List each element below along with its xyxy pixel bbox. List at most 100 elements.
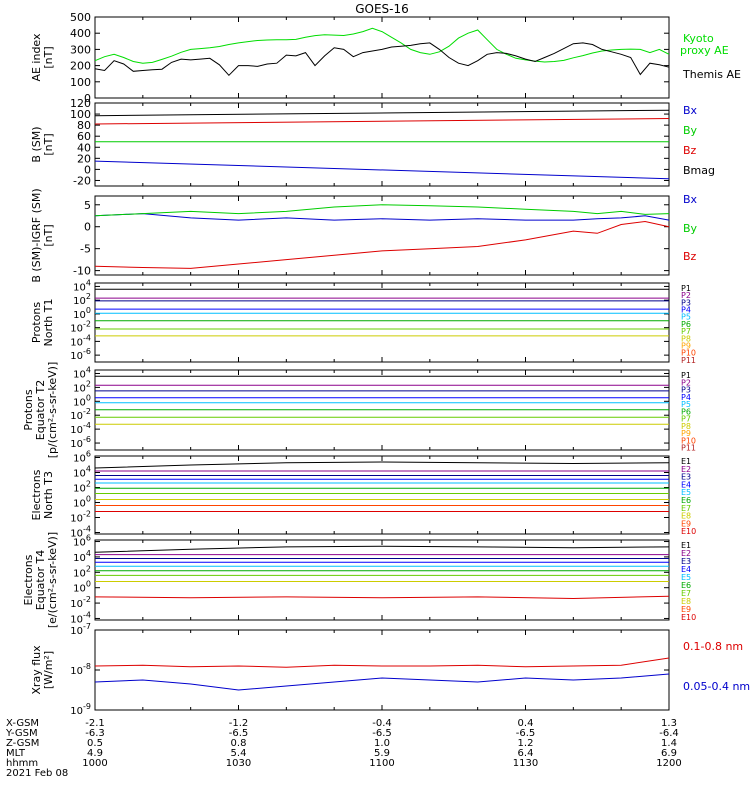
tick-exponent: -2 bbox=[83, 510, 91, 519]
ephemeris-value: -6.5 bbox=[516, 728, 536, 739]
legend-channel-p5: P5 bbox=[681, 400, 691, 409]
legend-channel-p3: P3 bbox=[681, 386, 691, 395]
legend-channel-e7: E7 bbox=[681, 589, 691, 598]
legend-channel-p2: P2 bbox=[681, 378, 691, 387]
legend-0-05-0-4-nm: 0.05-0.4 nm bbox=[683, 680, 750, 693]
panel-3-ylabel: B (SM)-IGRF (SM) bbox=[30, 188, 43, 282]
legend-channel-e3: E3 bbox=[681, 473, 691, 482]
panel-3-ytick-label: 5 bbox=[84, 199, 91, 212]
panel-6-ytick-label: 106 bbox=[73, 450, 91, 465]
panel-8-frame bbox=[94, 629, 670, 711]
legend-channel-p3: P3 bbox=[681, 298, 691, 307]
panel-1-ytick-label: 100 bbox=[70, 76, 91, 89]
panel-3-ytick-label: -5 bbox=[80, 243, 91, 256]
panel-6-ytick-label: 10-2 bbox=[70, 510, 91, 525]
panel-2-ytick-label: -20 bbox=[73, 174, 91, 187]
tick-exponent: 0 bbox=[86, 393, 91, 402]
panel-2-ylabel: [nT] bbox=[42, 133, 55, 155]
panel-3-frame bbox=[94, 195, 670, 276]
panel-8-ylabel: [W/m²] bbox=[42, 651, 55, 689]
panel-7-ylabel: Electrons bbox=[22, 554, 35, 605]
ephemeris-value: 1000 bbox=[82, 758, 107, 769]
panel-5-ylabel: Equator T2 bbox=[34, 380, 47, 440]
tick-exponent: 6 bbox=[86, 534, 91, 543]
panel-2-ytick-label: 80 bbox=[77, 119, 91, 132]
tick-exponent: -6 bbox=[83, 435, 91, 444]
ephemeris-label: hhmm bbox=[6, 758, 38, 769]
panel-2-ytick-label: 40 bbox=[77, 141, 91, 154]
panel-1-ylabel: [nT] bbox=[42, 46, 55, 68]
legend-channel-p6: P6 bbox=[681, 407, 691, 416]
ephemeris-value: -6.4 bbox=[659, 728, 679, 739]
ephemeris-value: 4.9 bbox=[87, 748, 103, 759]
panel-2-frame bbox=[94, 102, 670, 187]
series-line-bx bbox=[94, 160, 670, 180]
legend-channel-e6: E6 bbox=[681, 581, 691, 590]
legend-channel-p4: P4 bbox=[681, 393, 691, 402]
legend-channel-p11: P11 bbox=[681, 356, 696, 365]
panel-7-ytick-label: 104 bbox=[73, 549, 91, 564]
legend-channel-p10: P10 bbox=[681, 349, 696, 358]
tick-exponent: -4 bbox=[83, 333, 91, 342]
panel-5-ytick-label: 104 bbox=[73, 365, 91, 380]
series-line-bz bbox=[94, 118, 670, 125]
series-line-bx bbox=[94, 213, 670, 221]
panel-8-ytick-label: 10-8 bbox=[70, 662, 91, 677]
legend-channel-e3: E3 bbox=[681, 557, 691, 566]
tick-exponent: 4 bbox=[86, 465, 91, 474]
tick-exponent: -7 bbox=[83, 622, 91, 631]
legend-channel-e5: E5 bbox=[681, 573, 691, 582]
legend-bz: Bz bbox=[683, 250, 697, 263]
tick-exponent: 0 bbox=[86, 580, 91, 589]
ephemeris-value: 1.0 bbox=[374, 738, 390, 749]
ephemeris-value: 5.4 bbox=[231, 748, 247, 759]
series-line-0-05-0-4-nm bbox=[94, 673, 670, 691]
legend-channel-p1: P1 bbox=[681, 371, 691, 380]
legend-bx: Bx bbox=[683, 193, 698, 206]
panel-6-frame bbox=[94, 455, 670, 535]
tick-exponent: 4 bbox=[86, 278, 91, 287]
panel-7-ytick-label: 10-2 bbox=[70, 595, 91, 610]
panel-2-ylabel: B (SM) bbox=[30, 126, 43, 162]
ephemeris-value: 0.4 bbox=[518, 718, 534, 729]
ephemeris-value: 6.4 bbox=[518, 748, 534, 759]
tick-exponent: 2 bbox=[86, 480, 91, 489]
legend-channel-e6: E6 bbox=[681, 496, 691, 505]
panel-4-frame bbox=[94, 282, 670, 363]
ephemeris-label: Z-GSM bbox=[6, 738, 39, 749]
ephemeris-label: Y-GSM bbox=[5, 728, 38, 739]
legend-by: By bbox=[683, 124, 698, 137]
legend-proxy-ae: proxy AE bbox=[680, 44, 729, 57]
series-line-0-1-0-8-nm bbox=[94, 657, 670, 668]
legend-channel-e4: E4 bbox=[681, 480, 691, 489]
tick-exponent: -2 bbox=[83, 407, 91, 416]
tick-exponent: 2 bbox=[86, 292, 91, 301]
legend-bz: Bz bbox=[683, 144, 697, 157]
legend-channel-e2: E2 bbox=[681, 549, 691, 558]
legend-channel-p8: P8 bbox=[681, 334, 691, 343]
ephemeris-value: 1.2 bbox=[518, 738, 534, 749]
panel-1-ytick-label: 300 bbox=[70, 43, 91, 56]
panel-6-ytick-label: 100 bbox=[73, 495, 91, 510]
legend-kyoto: Kyoto bbox=[683, 32, 714, 45]
ephemeris-value: -2.1 bbox=[85, 718, 105, 729]
series-line-kyoto-proxy-ae bbox=[94, 27, 670, 64]
ephemeris-value: 6.9 bbox=[661, 748, 677, 759]
series-line-e10 bbox=[94, 595, 670, 600]
tick-exponent: -6 bbox=[83, 347, 91, 356]
ephemeris-value: -0.4 bbox=[372, 718, 392, 729]
legend-channel-p4: P4 bbox=[681, 306, 691, 315]
ephemeris-value: 0.5 bbox=[87, 738, 103, 749]
legend-channel-p9: P9 bbox=[681, 341, 691, 350]
panel-2-ytick-label: 120 bbox=[70, 97, 91, 110]
tick-exponent: 0 bbox=[86, 495, 91, 504]
tick-exponent: 4 bbox=[86, 549, 91, 558]
legend-channel-p1: P1 bbox=[681, 284, 691, 293]
panel-1-frame bbox=[94, 16, 670, 99]
legend-channel-e1: E1 bbox=[681, 457, 691, 466]
panel-6-ylabel: Electrons bbox=[30, 469, 43, 520]
tick-exponent: -9 bbox=[83, 702, 91, 711]
panel-4-ytick-label: 10-6 bbox=[70, 347, 91, 362]
